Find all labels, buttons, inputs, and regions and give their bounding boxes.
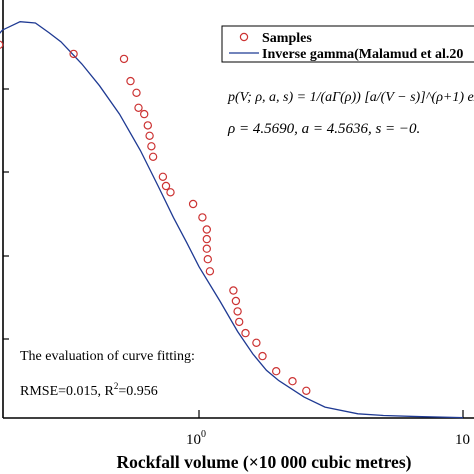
sample-point [258,351,267,361]
sample-point [302,386,311,395]
sample-point [252,338,261,347]
sample-point [241,328,250,338]
sample-point [205,267,215,276]
sample-point [126,76,135,86]
legend: Samples Inverse gamma(Malamud et al.20 [221,25,474,63]
y-axis-ticks [3,88,9,340]
x-axis-label: Rockfall volume (×10 000 cubic metres) [117,452,412,472]
evaluation-title: The evaluation of curve fitting: [20,349,195,364]
sample-point [166,188,175,197]
sample-point [202,225,211,234]
sample-point [272,367,281,376]
sample-point [147,142,156,151]
series-line-inverse-gamma [0,21,464,419]
legend-label-fit: Inverse gamma(Malamud et al.20 [262,47,463,62]
sample-point [158,172,168,181]
sample-point [145,131,154,140]
sample-point [132,88,141,98]
x-tick-label-1: 100 [186,429,206,448]
sample-point [134,103,143,113]
sample-point [139,109,149,119]
x-tick-label-10: 10 [455,432,470,448]
x-axis-ticks [198,410,464,418]
sample-point [203,255,212,264]
sample-point [233,307,242,316]
sample-point [234,317,244,327]
sample-point [229,286,238,295]
sample-point [198,213,207,222]
legend-marker-samples [239,32,249,42]
sample-point [0,40,4,49]
sample-point [202,244,211,253]
formula-line-1: p(V; ρ, a, s) = 1/(aΓ(ρ)) [a/(V − s)]^(ρ… [227,90,474,105]
evaluation-metrics: RMSE=0.015, R2=0.956 [20,381,158,399]
sample-point [202,234,211,244]
fit-curve-group [0,21,464,419]
sample-point [69,49,78,59]
sample-point [231,296,241,306]
sample-point [288,377,297,386]
sample-point [148,152,158,161]
sample-markers-group [0,40,311,395]
plot-frame [2,0,474,419]
sample-point [143,121,152,130]
sample-point [161,181,171,191]
formula-line-2: ρ = 4.5690, a = 4.5636, s = −0. [227,121,420,137]
legend-label-samples: Samples [262,31,312,46]
sample-point [119,54,129,64]
legend-box [221,25,474,63]
sample-point [188,199,198,209]
